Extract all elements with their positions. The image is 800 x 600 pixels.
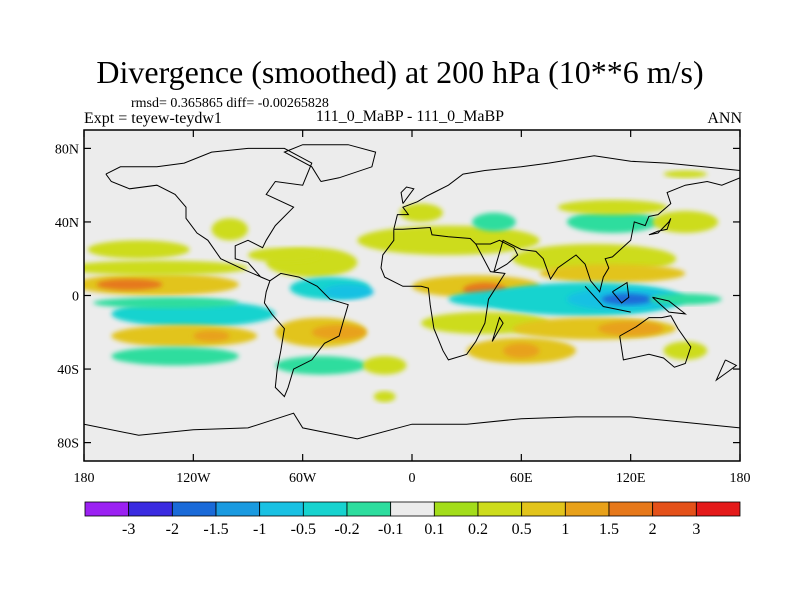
colorbar-swatch bbox=[521, 501, 566, 517]
field-region-3 bbox=[87, 240, 190, 259]
colorbar-swatch bbox=[564, 501, 610, 517]
coastline-14 bbox=[491, 316, 504, 342]
field-region-6 bbox=[111, 324, 258, 347]
colorbar-label: 0.5 bbox=[512, 521, 532, 538]
field-region-17 bbox=[362, 356, 407, 375]
field-region-29 bbox=[539, 264, 686, 283]
colorbar-swatch bbox=[652, 501, 697, 517]
experiment-text: Expt = teyew-teydw1 bbox=[84, 110, 222, 127]
field-region-35 bbox=[597, 321, 664, 336]
coastline-6 bbox=[619, 315, 692, 368]
colorbar-swatch bbox=[84, 501, 130, 517]
coastline-10 bbox=[652, 296, 687, 315]
coastline-4 bbox=[393, 155, 740, 230]
field-region-5 bbox=[93, 297, 239, 309]
field-region-13 bbox=[322, 284, 374, 300]
colorbar-swatch bbox=[390, 501, 435, 517]
colorbar-label: 3 bbox=[692, 521, 700, 538]
season-label: ANN bbox=[707, 110, 742, 127]
colorbar: -3 -2 -1.5 -1 -0.5 -0.2 -0.1 0.1 0.2 0.5 1 1.5 2 3 bbox=[84, 501, 741, 538]
x-tick-label: 60W bbox=[289, 471, 317, 486]
field-region-9 bbox=[211, 218, 248, 241]
coastline-11 bbox=[715, 359, 738, 382]
colorbar-swatch bbox=[695, 501, 741, 517]
coastline-8 bbox=[584, 285, 631, 313]
chart-title: Divergence (smoothed) at 200 hPa (10**6 … bbox=[96, 54, 704, 90]
colorbar-swatch bbox=[259, 501, 304, 517]
field-region-8 bbox=[111, 346, 239, 366]
y-tick-label: 80N bbox=[55, 142, 79, 157]
colorbar-swatch bbox=[433, 501, 479, 517]
coastline-3 bbox=[380, 226, 506, 361]
colorbar-label: -0.1 bbox=[378, 521, 403, 538]
coastline-9 bbox=[612, 281, 630, 304]
field-region-37 bbox=[557, 199, 668, 215]
y-tick-label: 40S bbox=[57, 363, 79, 378]
colorbar-label: -0.5 bbox=[291, 521, 316, 538]
x-tick-label: 120W bbox=[176, 471, 211, 486]
colorbar-label: 1 bbox=[561, 521, 569, 538]
colorbar-swatch bbox=[302, 501, 348, 517]
field-region-40 bbox=[663, 341, 708, 360]
coastline-2 bbox=[283, 144, 377, 182]
cases-text: 111_0_MaBP - 111_0_MaBP bbox=[315, 108, 505, 125]
y-axis: 80N 40N 0 40S 80S bbox=[55, 142, 740, 452]
field-region-11 bbox=[248, 247, 321, 263]
field-region-18 bbox=[373, 391, 396, 403]
coastline-13 bbox=[648, 218, 672, 236]
field-region-27 bbox=[503, 343, 540, 359]
colorbar-label: 1.5 bbox=[599, 521, 619, 538]
y-tick-label: 80S bbox=[57, 437, 79, 452]
field-region-36 bbox=[566, 210, 658, 233]
colorbar-label: -1.5 bbox=[203, 521, 228, 538]
field-region-2 bbox=[84, 260, 248, 276]
y-tick-label: 0 bbox=[72, 290, 79, 305]
field-region-23 bbox=[399, 203, 443, 222]
x-tick-label: 0 bbox=[409, 471, 416, 486]
field-region-16 bbox=[275, 356, 367, 375]
colorbar-swatch bbox=[171, 501, 217, 517]
field-region-15 bbox=[311, 324, 367, 340]
colorbar-label: 2 bbox=[649, 521, 657, 538]
x-tick-label: 180 bbox=[730, 471, 751, 486]
colorbar-swatch bbox=[477, 501, 523, 517]
coastline-12 bbox=[400, 186, 415, 204]
coastline-1 bbox=[263, 272, 349, 398]
x-axis: 180 120W 60W 0 60E 120E 180 bbox=[74, 130, 751, 486]
stats-text: rmsd= 0.365865 diff= -0.00265828 bbox=[131, 96, 329, 111]
colorbar-swatch bbox=[215, 501, 261, 517]
field-region-1 bbox=[96, 278, 163, 290]
colorbar-label: -2 bbox=[166, 521, 179, 538]
field-region-38 bbox=[652, 210, 719, 233]
colorbar-label: 0.2 bbox=[468, 521, 488, 538]
colorbar-swatch bbox=[608, 501, 654, 517]
colorbar-swatch bbox=[346, 501, 392, 517]
colorbar-label: -1 bbox=[253, 521, 266, 538]
colorbar-label: -0.2 bbox=[334, 521, 359, 538]
colorbar-label: 0.1 bbox=[424, 521, 444, 538]
x-tick-label: 60E bbox=[510, 471, 533, 486]
field-region-21 bbox=[357, 225, 540, 256]
field-region-22 bbox=[472, 212, 516, 232]
colorbar-label: -3 bbox=[122, 521, 135, 538]
field-region-39 bbox=[663, 170, 708, 178]
y-tick-label: 40N bbox=[55, 216, 79, 231]
field-layer bbox=[84, 170, 722, 403]
field-region-33 bbox=[648, 293, 722, 305]
coastline-7 bbox=[84, 412, 740, 440]
field-region-7 bbox=[193, 330, 230, 342]
coastline-0 bbox=[105, 147, 313, 282]
colorbar-swatch bbox=[128, 501, 173, 517]
x-tick-label: 120E bbox=[616, 471, 646, 486]
coastline-5 bbox=[475, 177, 740, 293]
coastline-layer bbox=[84, 144, 740, 440]
x-tick-label: 180 bbox=[74, 471, 95, 486]
